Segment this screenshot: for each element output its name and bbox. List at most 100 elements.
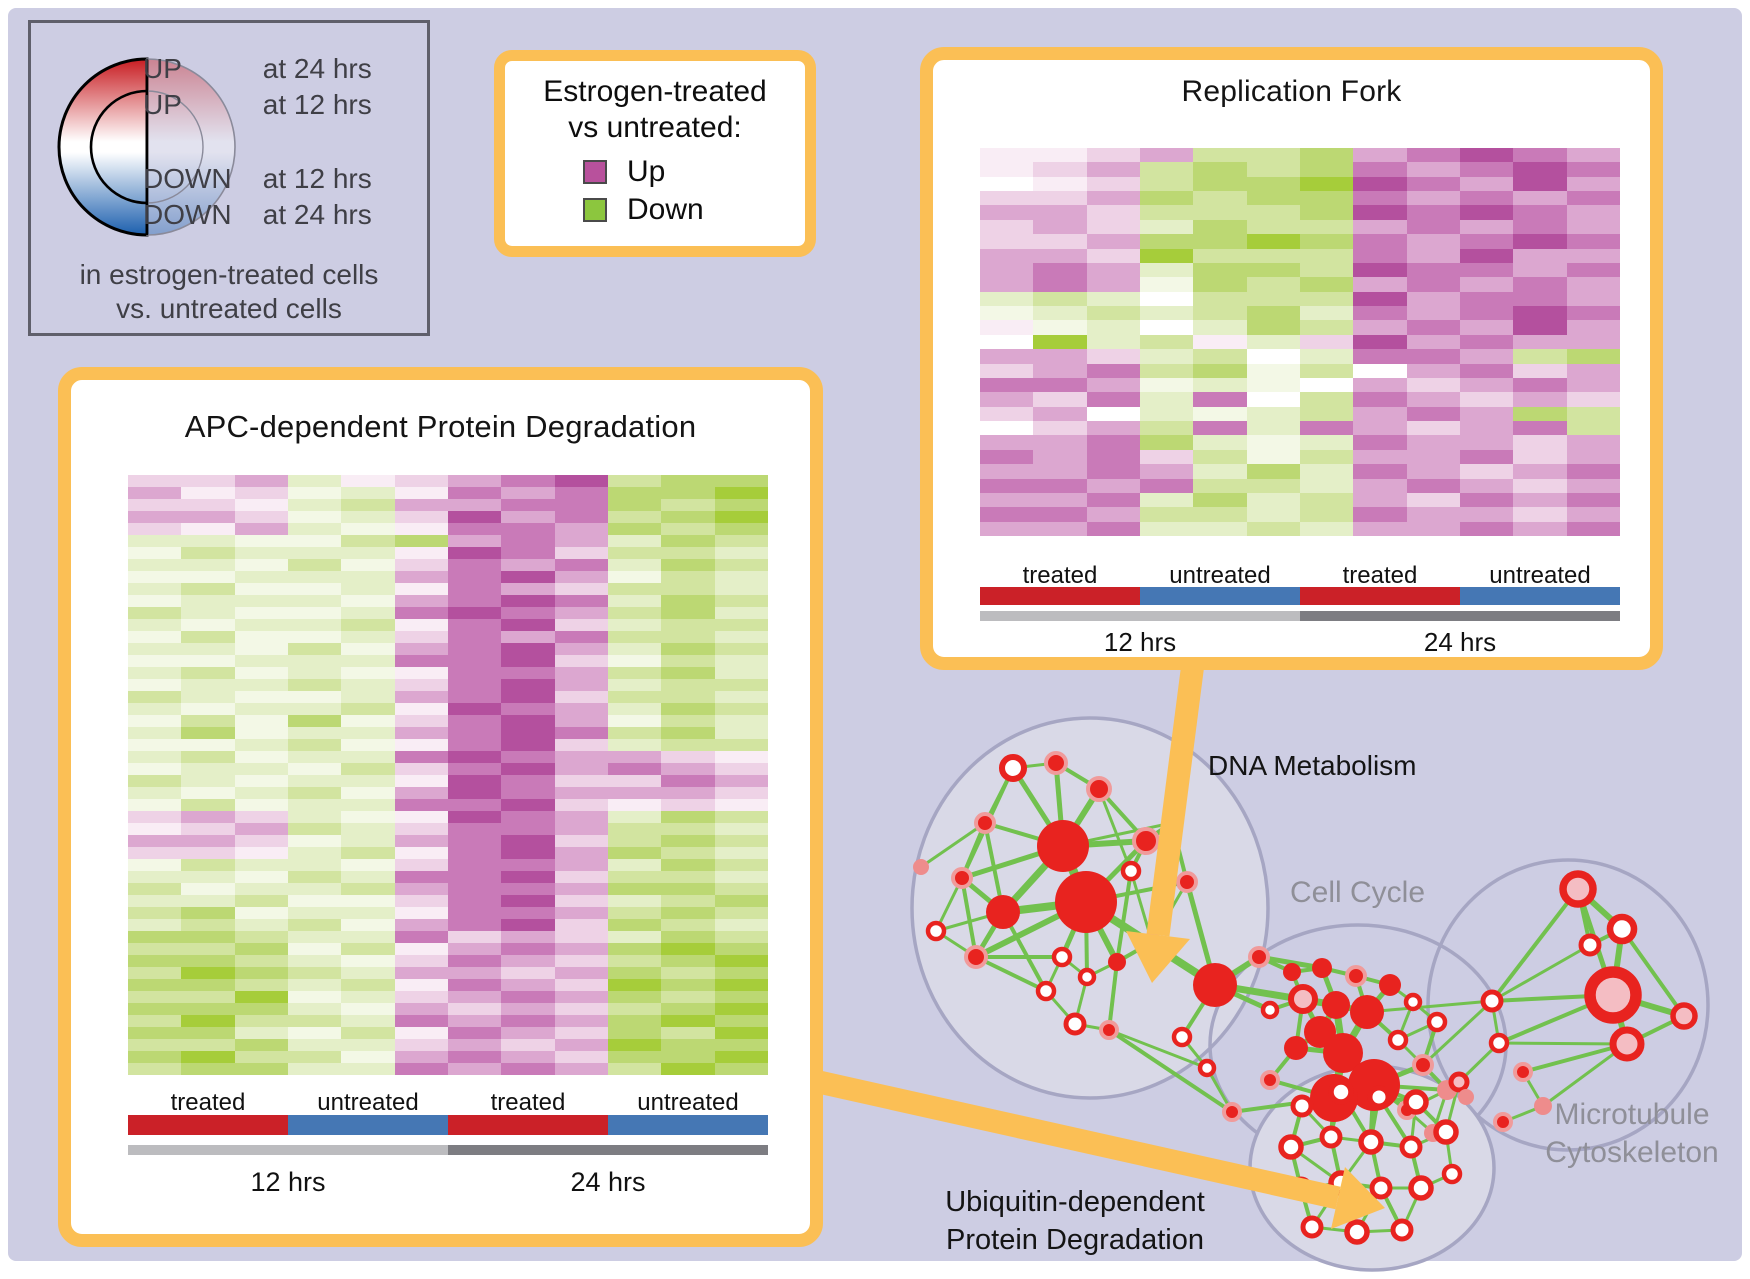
heatmap-cell — [661, 643, 715, 655]
heatmap-cell — [1139, 478, 1194, 493]
heatmap-cell — [181, 1003, 235, 1015]
rf-group-untreated-12: untreated — [1169, 562, 1271, 589]
heatmap-cell — [661, 991, 715, 1003]
heatmap-cell — [1353, 205, 1407, 220]
rf-time-labels: 12 hrs 24 hrs — [980, 627, 1620, 658]
arrow-replication-fork-to-dna — [1146, 638, 1208, 937]
heatmap-cell — [128, 475, 182, 487]
heatmap-cell — [234, 523, 288, 535]
heatmap-cell — [128, 943, 182, 955]
heatmap-cell — [447, 607, 502, 619]
heatmap-cell — [287, 787, 342, 799]
heatmap-cell — [1086, 377, 1140, 393]
updown-legend-title-line1: Estrogen-treated — [543, 75, 767, 108]
network-node — [1037, 820, 1089, 872]
heatmap-cell — [1406, 162, 1460, 177]
heatmap-cell — [234, 511, 288, 523]
network-node — [1358, 1129, 1384, 1155]
heatmap-cell — [1246, 262, 1300, 278]
network-node — [1077, 967, 1097, 987]
heatmap-cell — [234, 883, 288, 895]
heatmap-cell — [1139, 377, 1194, 393]
microtubule-cluster — [1426, 858, 1710, 1152]
heatmap-cell — [607, 571, 662, 583]
heatmap-cell — [128, 823, 182, 835]
heatmap-cell — [554, 595, 608, 607]
microtubule-label-line2: Cytoskeleton — [1545, 1136, 1719, 1169]
heatmap-cell — [1513, 392, 1567, 407]
heatmap-cell — [501, 511, 555, 523]
heatmap-cell — [234, 595, 288, 607]
heatmap-cell — [341, 487, 395, 499]
heatmap-cell — [1459, 507, 1514, 522]
network-node — [1387, 1029, 1409, 1051]
network-node — [1248, 946, 1270, 968]
heatmap-cell — [287, 775, 342, 787]
heatmap-cell — [1193, 148, 1247, 163]
heatmap-cell — [714, 919, 768, 931]
heatmap-cell — [447, 559, 502, 571]
heatmap-cell — [714, 1039, 768, 1051]
network-node — [1176, 871, 1198, 893]
heatmap-cell — [1299, 363, 1354, 378]
heatmap-cell — [1193, 205, 1247, 220]
heatmap-cell — [607, 727, 662, 739]
heatmap-cell — [287, 907, 342, 919]
heatmap-cell — [1033, 162, 1087, 177]
heatmap-cell — [1353, 219, 1407, 235]
heatmap-cell — [447, 571, 502, 583]
heatmap-cell — [128, 715, 182, 727]
heatmap-cell — [501, 559, 555, 571]
heatmap-cell — [128, 1039, 182, 1051]
heatmap-cell — [1299, 148, 1354, 163]
untreated-bar-segment — [288, 1115, 448, 1135]
heatmap-cell — [447, 823, 502, 835]
heatmap-cell — [501, 607, 555, 619]
heatmap-cell — [1299, 205, 1354, 220]
network-node — [1578, 933, 1602, 957]
heatmap-cell — [554, 1051, 608, 1063]
rf-time-bar — [980, 611, 1620, 621]
heatmap-cell — [1033, 148, 1087, 163]
heatmap-cell — [128, 919, 182, 931]
heatmap-cell — [554, 775, 608, 787]
heatmap-cell — [714, 787, 768, 799]
heatmap-cell — [181, 991, 235, 1003]
heatmap-cell — [1139, 306, 1194, 321]
heatmap-cell — [714, 883, 768, 895]
heatmap-cell — [980, 392, 1034, 407]
heatmap-cell — [341, 1039, 395, 1051]
heatmap-cell — [128, 1027, 182, 1039]
heatmap-cell — [341, 1003, 395, 1015]
heatmap-cell — [501, 547, 555, 559]
heatmap-cell — [1193, 306, 1247, 321]
network-edge — [1115, 870, 1133, 963]
heatmap-cell — [1193, 492, 1247, 508]
heatmap-cell — [714, 607, 768, 619]
heatmap-cell — [980, 306, 1034, 321]
heatmap-cell — [1406, 521, 1460, 536]
rf-group-treated-24: treated — [1342, 562, 1418, 589]
heatmap-cell — [714, 559, 768, 571]
heatmap-cell — [181, 559, 235, 571]
heatmap-cell — [501, 595, 555, 607]
heatmap-cell — [128, 703, 182, 715]
heatmap-cell — [661, 583, 715, 595]
bar-12hrs-segment — [128, 1145, 448, 1155]
heatmap-cell — [234, 955, 288, 967]
heatmap-cell — [341, 787, 395, 799]
heatmap-cell — [1033, 377, 1087, 393]
heatmap-cell — [1139, 191, 1194, 206]
heatmap-cell — [341, 955, 395, 967]
heatmap-cell — [554, 799, 608, 811]
arrow-apc-to-ubiquitin-head — [1331, 1167, 1385, 1229]
heatmap-cell — [661, 691, 715, 703]
heatmap-cell — [447, 859, 502, 871]
heatmap-cell — [501, 703, 555, 715]
ring-time: at 12 hrs — [262, 89, 372, 120]
heatmap-cell — [714, 835, 768, 847]
heatmap-cell — [714, 1003, 768, 1015]
heatmap-cell — [394, 1051, 448, 1063]
heatmap-cell — [181, 595, 235, 607]
